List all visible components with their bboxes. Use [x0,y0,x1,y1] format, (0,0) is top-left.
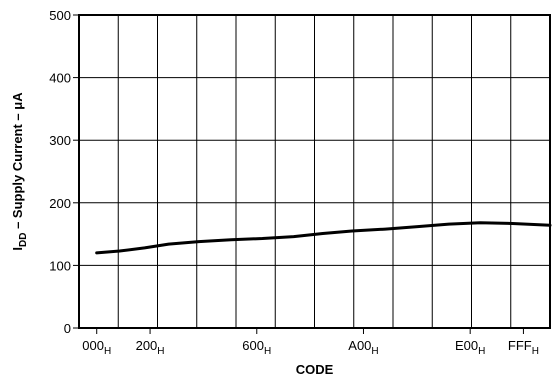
y-tick-label: 0 [64,321,71,336]
y-axis-ticks: 0 100 200 300 400 500 [49,8,79,336]
y-tick-label: 300 [49,133,71,148]
x-axis-ticks: 000H 200H 600H A00H E00H FFFH [82,328,539,357]
y-tick-label: 500 [49,8,71,23]
y-tick-label: 100 [49,258,71,273]
x-tick-label: 600H [242,338,271,357]
x-tick-label: A00H [348,338,378,357]
x-tick-label: 000H [82,338,111,357]
x-axis-title: CODE [296,362,334,377]
y-tick-label: 200 [49,196,71,211]
series-line [95,221,552,255]
series-layer [95,221,552,255]
x-tick-label: E00H [455,338,485,357]
y-tick-label: 400 [49,71,71,86]
grid [79,14,550,329]
y-axis-title: IDD – Supply Current – μA [10,92,29,251]
y-axis-title-subscript: DD [18,233,29,247]
y-axis-title-prefix: I [10,247,25,251]
y-axis-title-text: – Supply Current – μA [10,92,25,233]
x-tick-label: 200H [136,338,165,357]
plot-frame [78,14,551,329]
x-tick-label: FFFH [508,338,539,357]
